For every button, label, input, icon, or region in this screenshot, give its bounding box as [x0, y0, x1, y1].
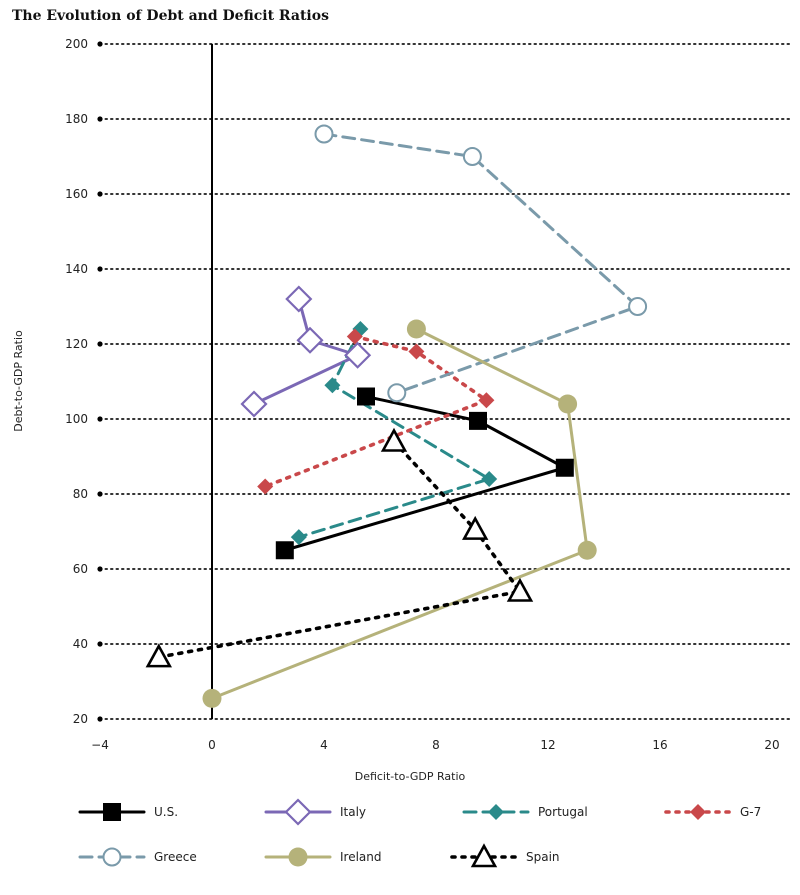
- series-point-spain-0: [380, 427, 408, 452]
- legend-label-g-7: G-7: [740, 805, 761, 819]
- series-point-italy-3: [240, 390, 268, 418]
- legend-marker-spain: [470, 843, 498, 868]
- y-axis-label: Debt-to-GDP Ratio: [12, 330, 25, 432]
- legend-marker-portugal: [488, 804, 504, 820]
- series-point-greece-1: [462, 147, 482, 166]
- legend-label-ireland: Ireland: [340, 850, 382, 864]
- series-point-italy-0: [285, 285, 313, 313]
- series-point-italy-1: [296, 326, 324, 354]
- y-tick-label-120: 120: [65, 337, 88, 351]
- x-tick-label-0: 0: [208, 738, 216, 752]
- series-point-greece-0: [314, 124, 334, 144]
- x-tick-label-20: 20: [764, 738, 779, 752]
- y-tick-label-100: 100: [65, 412, 88, 426]
- x-tick-label-8: 8: [432, 738, 440, 752]
- y-tick-label-40: 40: [73, 637, 88, 651]
- y-tick-label-80: 80: [73, 487, 88, 501]
- y-tick-dot-80: [97, 491, 103, 497]
- x-axis-label: Deficit-to-GDP Ratio: [355, 770, 466, 783]
- legend-label-spain: Spain: [526, 850, 560, 864]
- series-point-ireland-2: [577, 540, 597, 560]
- series-point-g-7-3: [257, 478, 274, 495]
- series-point-spain-2: [506, 577, 534, 602]
- y-tick-label-200: 200: [65, 37, 88, 51]
- legend-label-portugal: Portugal: [538, 805, 588, 819]
- series-point-g-7-1: [408, 343, 425, 360]
- y-tick-label-60: 60: [73, 562, 88, 576]
- legend-marker-italy: [284, 798, 312, 826]
- series-line-ireland: [210, 327, 589, 700]
- series-point-g-7-2: [478, 392, 495, 409]
- series-point-u-s-0: [357, 387, 375, 406]
- y-tick-dot-180: [97, 116, 103, 122]
- y-tick-label-180: 180: [65, 112, 88, 126]
- series-point-u-s-1: [469, 411, 487, 430]
- legend-marker-ireland: [288, 847, 308, 867]
- y-tick-dot-140: [97, 266, 103, 272]
- series-line-italy: [252, 297, 360, 406]
- series-point-italy-2: [344, 341, 372, 369]
- series-point-u-s-3: [275, 541, 294, 560]
- series-point-g-7-0: [346, 328, 363, 345]
- x-tick-label-12: 12: [540, 738, 555, 752]
- y-tick-label-160: 160: [65, 187, 88, 201]
- legend-label-u-s: U.S.: [154, 805, 178, 819]
- y-tick-dot-60: [97, 566, 103, 572]
- series-point-ireland-0: [406, 319, 426, 339]
- series-point-portugal-2: [481, 471, 498, 487]
- series-line-greece: [322, 132, 640, 395]
- legend-label-italy: Italy: [340, 805, 366, 819]
- x-tick-label-4: 4: [320, 738, 328, 752]
- y-tick-dot-120: [97, 341, 103, 347]
- y-tick-dot-160: [97, 191, 103, 197]
- legend-marker-greece: [102, 847, 122, 867]
- y-tick-label-20: 20: [73, 712, 88, 726]
- series-point-portugal-1: [324, 377, 341, 394]
- y-tick-dot-20: [97, 716, 103, 722]
- y-tick-dot-40: [97, 641, 103, 647]
- y-tick-label-140: 140: [65, 262, 88, 276]
- x-tick-label-16: 16: [652, 738, 667, 752]
- y-tick-dot-200: [97, 41, 103, 47]
- y-tick-dot-100: [97, 416, 103, 422]
- series-point-greece-3: [387, 383, 407, 403]
- series-point-spain-1: [462, 515, 489, 540]
- series-point-ireland-3: [202, 688, 222, 708]
- x-tick-label--4: −4: [91, 738, 109, 752]
- legend-label-greece: Greece: [154, 850, 197, 864]
- series-line-g-7: [263, 334, 489, 489]
- legend-marker-u-s: [103, 803, 121, 821]
- series-point-spain-3: [145, 643, 172, 668]
- chart-title: The Evolution of Debt and Deficit Ratios: [12, 8, 329, 24]
- series-point-portugal-3: [290, 529, 307, 546]
- series-point-greece-2: [628, 297, 648, 316]
- series-line-u-s: [283, 395, 567, 552]
- series-point-u-s-2: [555, 458, 574, 477]
- series-point-ireland-1: [558, 394, 578, 414]
- series-line-spain: [157, 439, 522, 659]
- legend-marker-g-7: [690, 804, 706, 820]
